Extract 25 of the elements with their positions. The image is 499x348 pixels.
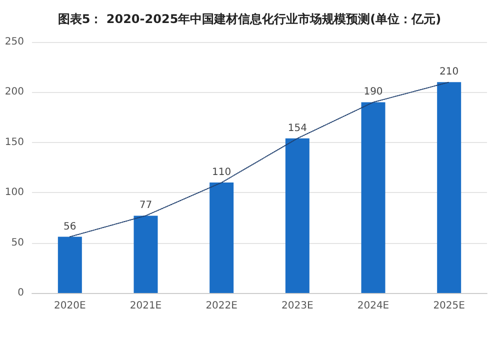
y-tick-label: 50: [11, 237, 24, 248]
x-tick-label: 2022E: [206, 300, 238, 312]
x-tick-label: 2025E: [433, 300, 465, 312]
y-tick-label: 250: [4, 36, 24, 48]
y-tick-label: 150: [4, 136, 24, 148]
bar: [134, 216, 158, 293]
chart-title: 图表5： 2020-2025年中国建材信息化行业市场规模预测(单位：亿元): [58, 12, 442, 26]
x-tick-label: 2024E: [357, 300, 390, 312]
x-tick-label: 2020E: [54, 300, 86, 312]
data-label: 77: [139, 200, 152, 212]
data-label: 210: [440, 66, 459, 78]
y-tick-label: 100: [4, 187, 24, 198]
data-label: 190: [364, 86, 383, 98]
x-tick-label: 2021E: [130, 300, 162, 312]
x-tick-label: 2023E: [282, 300, 314, 312]
data-label: 154: [288, 122, 307, 134]
y-tick-label: 200: [4, 86, 24, 98]
data-label: 110: [212, 167, 232, 178]
bar: [58, 236, 82, 293]
bar: [361, 102, 386, 293]
data-label: 56: [64, 221, 76, 232]
bar: [285, 138, 310, 293]
y-tick-label: 0: [18, 288, 24, 298]
bar: [437, 82, 462, 293]
bar: [210, 182, 234, 293]
